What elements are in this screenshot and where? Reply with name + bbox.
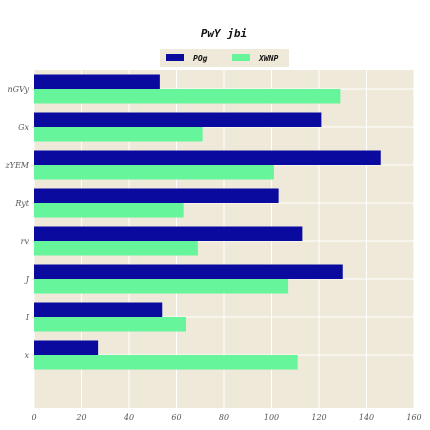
x-tick-label: 100: [264, 413, 279, 422]
y-tick-label: I: [25, 313, 30, 322]
x-tick-label: 20: [75, 413, 86, 422]
y-tick-label: J: [24, 275, 30, 284]
bar-xwnp-ryt: [34, 203, 184, 218]
x-tick-label: 80: [219, 413, 229, 422]
x-tick-label: 60: [171, 413, 181, 422]
y-tick-labels: nGVy Gx zYEM Ryt rv J Ix: [4, 85, 29, 360]
bar-xwnp-j: [34, 279, 289, 294]
bar-pog-zyem: [34, 150, 381, 165]
bar-pog-rv: [34, 226, 303, 241]
bar-xwnp-ngvy: [34, 89, 341, 104]
x-tick-label: 0: [31, 413, 36, 422]
y-tick-label: zYEM: [4, 161, 29, 170]
legend-label-xwnp: XWNP: [258, 54, 278, 63]
bar-pog-gx: [34, 112, 322, 127]
legend-swatch-pog: [166, 54, 184, 61]
legend-swatch-xwnp: [232, 54, 250, 61]
x-tick-label: 160: [406, 413, 421, 422]
legend-box: [160, 49, 289, 67]
bar-xwnp-x: [34, 355, 298, 370]
bar-pog-ngvy: [34, 74, 160, 89]
bar-xwnp-i: [34, 317, 186, 332]
y-tick-label: x: [24, 351, 29, 360]
bar-pog-x: [34, 340, 99, 355]
y-tick-label: Ryt: [14, 199, 29, 208]
bar-xwnp-rv: [34, 241, 198, 256]
bar-xwnp-zyem: [34, 165, 274, 180]
legend-label-pog: POg: [193, 54, 208, 63]
bar-pog-j: [34, 264, 343, 279]
bars-layer: [34, 74, 381, 370]
y-tick-label: rv: [21, 237, 30, 246]
x-tick-label: 40: [123, 413, 134, 422]
bar-xwnp-gx: [34, 127, 203, 142]
chart-title: PwY jbi: [201, 27, 247, 40]
x-tick-labels: 0 20 40 60 80 100 120 140 160: [31, 413, 421, 422]
bar-pog-i: [34, 302, 163, 317]
bar-pog-ryt: [34, 188, 279, 203]
y-tick-label: Gx: [18, 123, 29, 132]
x-tick-label: 140: [359, 413, 374, 422]
legend: POg XWNP: [160, 49, 289, 67]
x-tick-label: 120: [311, 413, 326, 422]
y-tick-label: nGVy: [7, 85, 29, 94]
